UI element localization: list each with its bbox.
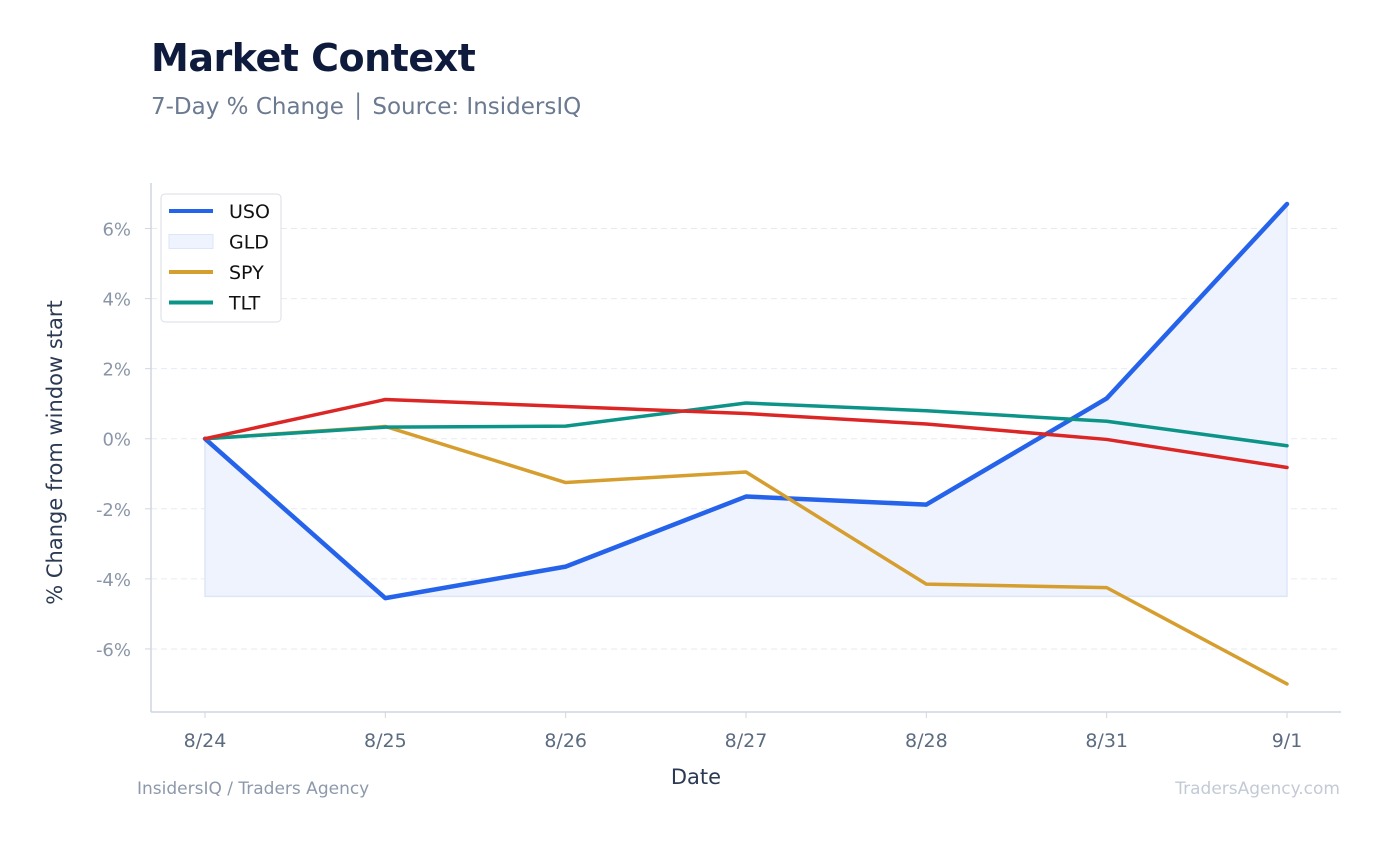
data-point-spy bbox=[745, 471, 747, 473]
x-tick-label: 8/24 bbox=[184, 730, 227, 752]
x-tick-label: 8/26 bbox=[544, 730, 587, 752]
data-point-uso bbox=[1106, 397, 1108, 399]
data-point-tlt bbox=[745, 402, 747, 404]
data-point-spy bbox=[925, 583, 927, 585]
data-point-unlabeled bbox=[745, 413, 747, 415]
footer-site: TradersAgency.com bbox=[1175, 779, 1340, 799]
y-tick-labels: -6% -4% -2% 0% 2% 4% 6% bbox=[96, 220, 131, 661]
y-axis-label: % Change from window start bbox=[43, 300, 67, 605]
x-tick-label: 8/28 bbox=[905, 730, 948, 752]
data-point-tlt bbox=[565, 425, 567, 427]
axes bbox=[145, 183, 1341, 718]
legend-box bbox=[160, 193, 282, 323]
data-point-spy bbox=[1286, 683, 1288, 685]
y-tick-label: -2% bbox=[96, 500, 131, 521]
x-tick-label: 9/1 bbox=[1272, 730, 1303, 752]
x-axis-label: Date bbox=[671, 765, 721, 789]
data-point-tlt bbox=[1106, 420, 1108, 422]
data-point-uso bbox=[925, 504, 927, 506]
legend: USO GLD SPY TLT bbox=[160, 193, 282, 323]
data-point-uso bbox=[384, 597, 386, 599]
legend-label-tlt: TLT bbox=[228, 293, 261, 315]
data-point-tlt bbox=[925, 410, 927, 412]
x-tick-label: 8/31 bbox=[1085, 730, 1128, 752]
y-tick-label: 4% bbox=[102, 290, 131, 311]
area-gld bbox=[204, 202, 1288, 599]
legend-label-spy: SPY bbox=[229, 262, 264, 284]
data-point-spy bbox=[1106, 587, 1108, 589]
series-lines bbox=[202, 201, 1290, 686]
chart-title: Market Context bbox=[151, 36, 476, 80]
chart-subtitle: 7-Day % Change │ Source: InsidersIQ bbox=[151, 94, 582, 120]
x-tick-label: 8/25 bbox=[364, 730, 407, 752]
legend-label-uso: USO bbox=[229, 201, 270, 223]
y-tick-label: 6% bbox=[102, 220, 131, 241]
legend-label-gld: GLD bbox=[229, 232, 269, 254]
data-point-unlabeled bbox=[565, 406, 567, 408]
data-point-spy bbox=[565, 482, 567, 484]
data-point-unlabeled bbox=[384, 399, 386, 401]
y-tick-label: -4% bbox=[96, 570, 131, 591]
data-point-uso bbox=[1286, 203, 1288, 205]
data-point-tlt bbox=[1286, 445, 1288, 447]
y-tick-label: 0% bbox=[102, 430, 131, 451]
data-point-tlt bbox=[384, 426, 386, 428]
area-fills bbox=[204, 202, 1288, 599]
data-point-uso bbox=[565, 566, 567, 568]
data-point-unlabeled bbox=[1286, 466, 1288, 468]
y-tick-label: 2% bbox=[102, 360, 131, 381]
footer-credit: InsidersIQ / Traders Agency bbox=[137, 779, 370, 799]
data-point-unlabeled bbox=[204, 438, 206, 440]
y-tick-label: -6% bbox=[96, 640, 131, 661]
x-tick-labels: 8/24 8/25 8/26 8/27 8/28 8/31 9/1 bbox=[184, 730, 1303, 752]
data-point-unlabeled bbox=[1106, 438, 1108, 440]
legend-swatch-gld bbox=[168, 234, 214, 249]
x-tick-label: 8/27 bbox=[725, 730, 768, 752]
data-point-unlabeled bbox=[925, 423, 927, 425]
data-point-uso bbox=[745, 496, 747, 498]
